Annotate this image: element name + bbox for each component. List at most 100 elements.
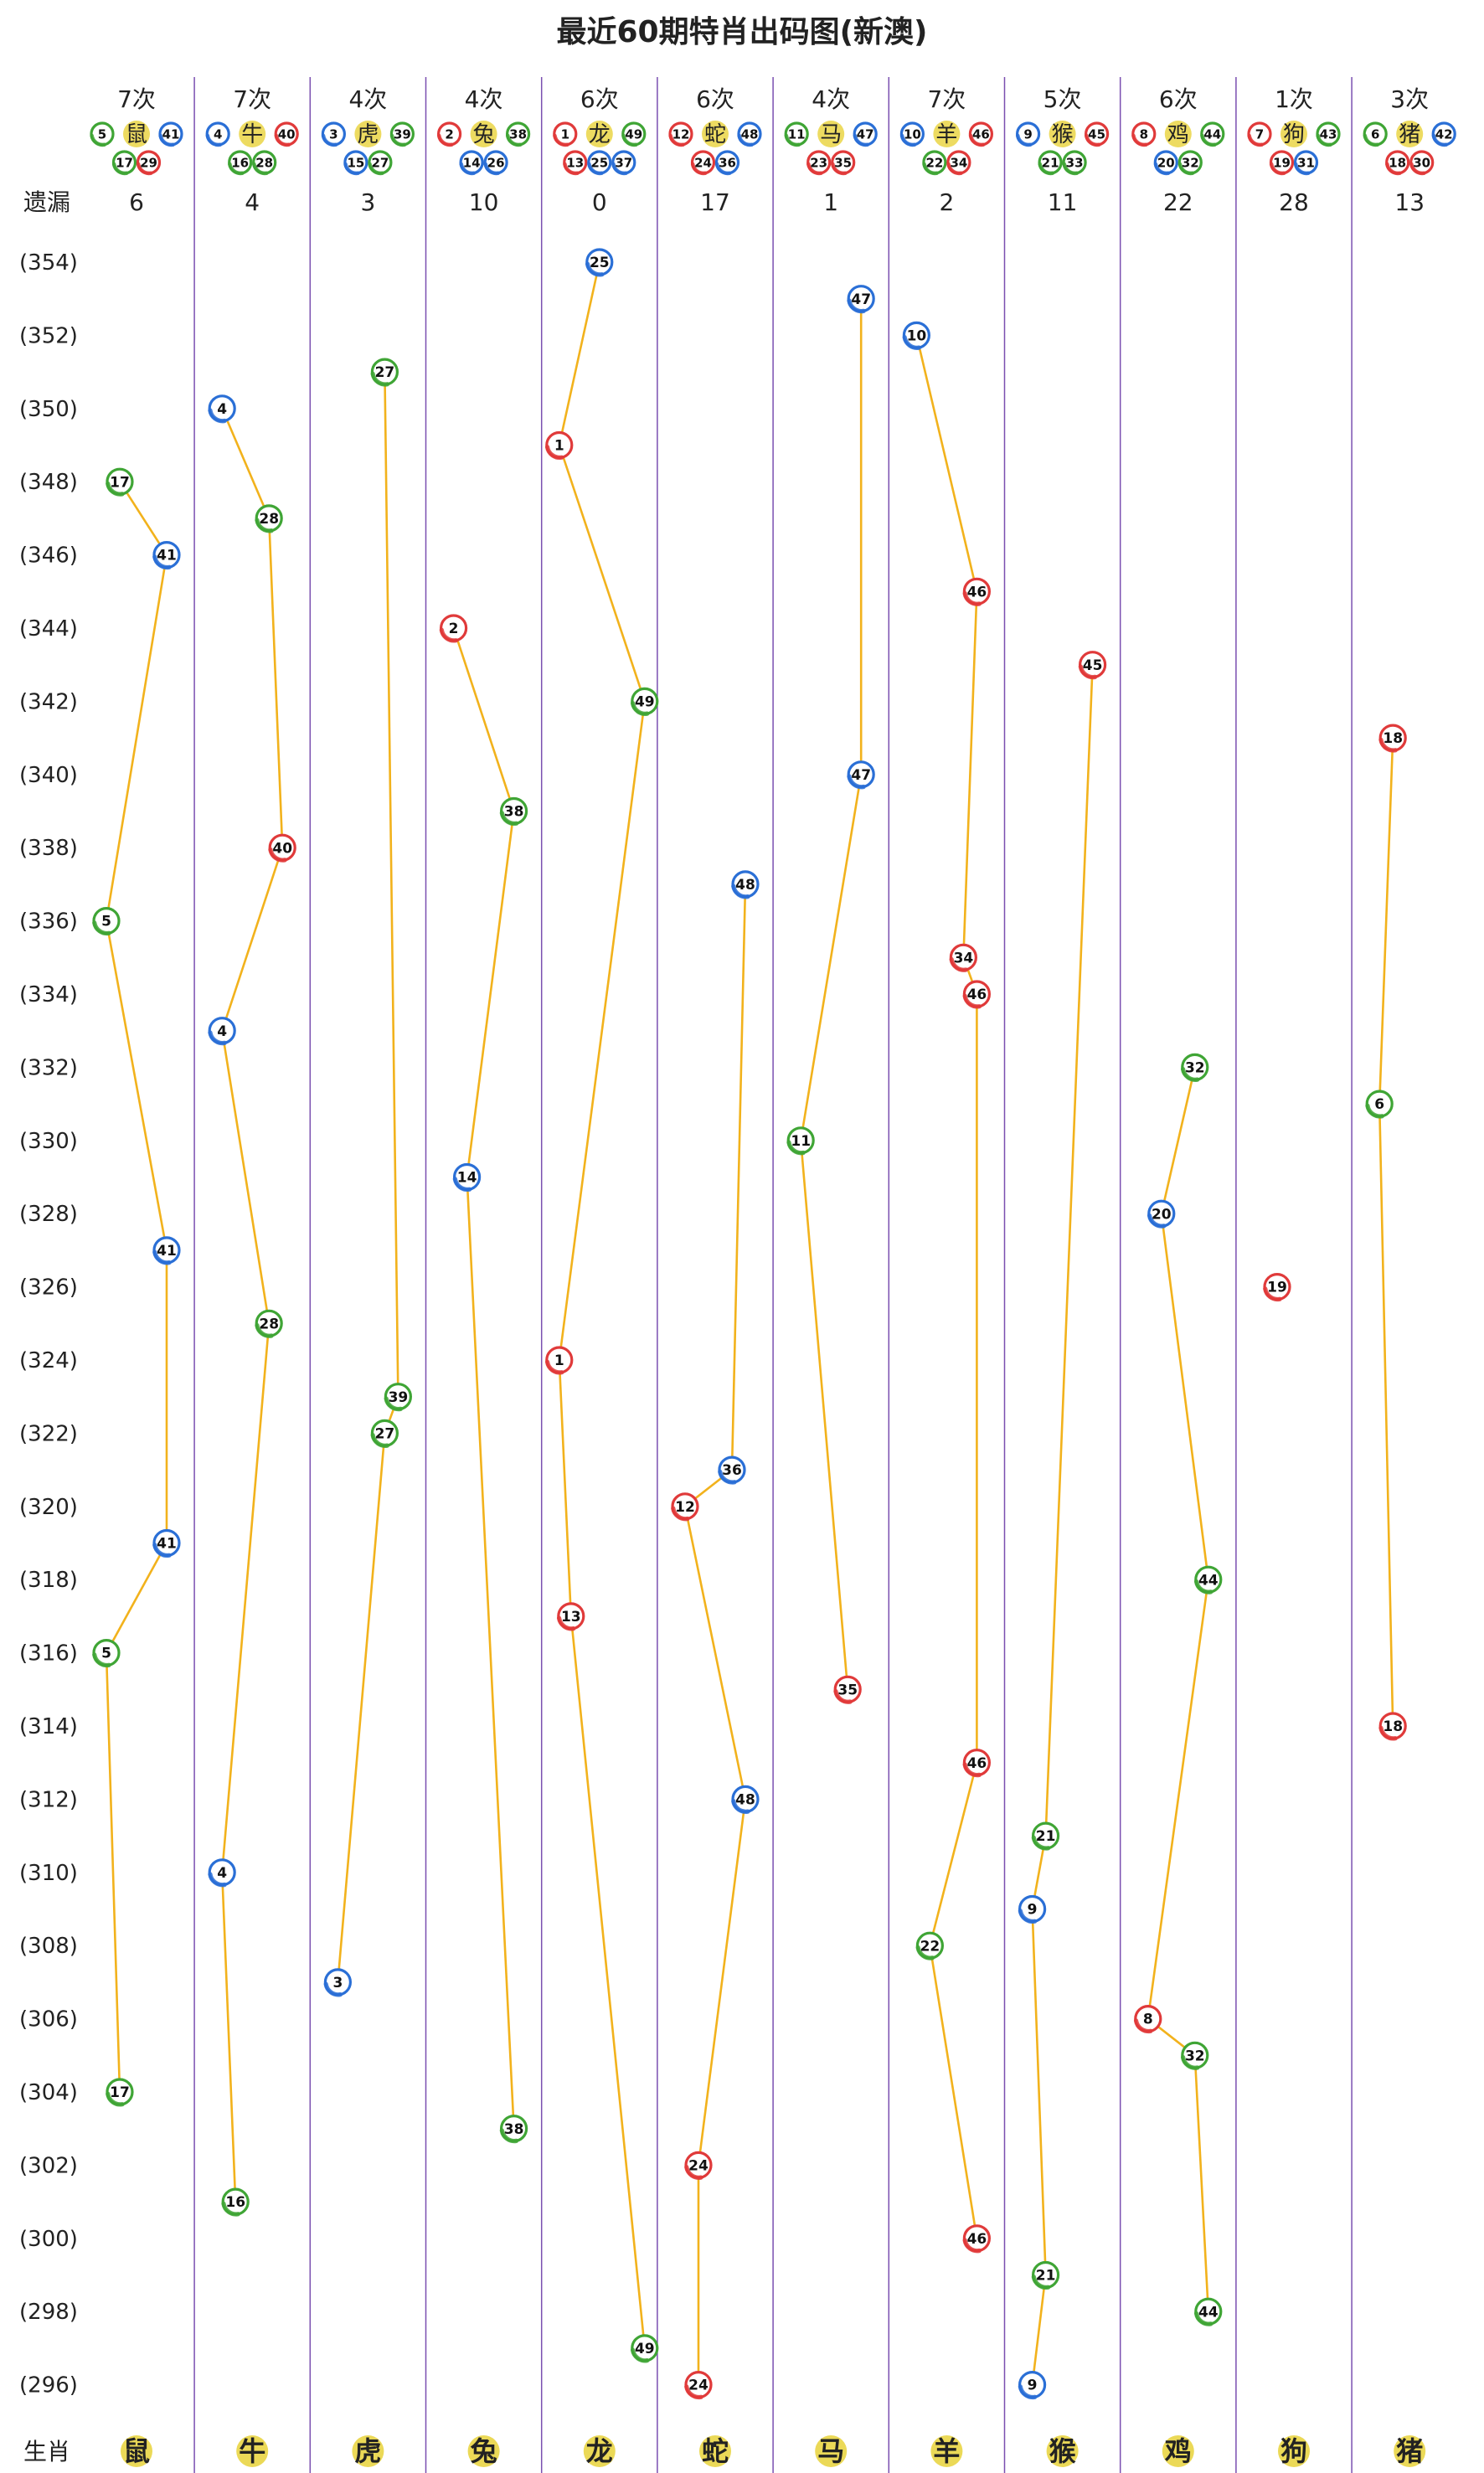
draw-ball: 1: [544, 430, 574, 461]
ball-number: 41: [157, 1243, 177, 1260]
ball-number: 32: [1185, 1060, 1205, 1077]
ball-shade: [106, 2091, 125, 2107]
ball-shade: [1378, 737, 1398, 753]
draw-ball: 4: [208, 1858, 236, 1888]
ball-shade: [389, 133, 407, 147]
ball-shade: [553, 133, 569, 147]
ball-number: 48: [735, 877, 755, 894]
header-number-ball: 23: [806, 150, 832, 176]
ball-number: 44: [1203, 126, 1221, 142]
header-number-ball: 37: [611, 150, 636, 176]
ball-number: 9: [1028, 1902, 1038, 1919]
draw-ball: 17: [106, 467, 134, 497]
ball-shade: [847, 774, 866, 790]
ball-shade: [853, 133, 870, 147]
period-tick-label: (302): [19, 2153, 78, 2178]
trend-segment: [105, 1542, 168, 1654]
ball-number: 21: [1036, 2268, 1056, 2285]
ball-number: 14: [457, 1170, 477, 1187]
ball-shade: [90, 133, 106, 147]
ball-number: 39: [389, 1389, 409, 1406]
period-tick-label: (304): [19, 2080, 78, 2105]
column-dividers: [193, 77, 1353, 2473]
ball-number: 18: [1383, 730, 1403, 747]
ball-number: 20: [1152, 1206, 1172, 1223]
draw-ball: 9: [1018, 2371, 1047, 2400]
zodiac-badge: [1278, 2435, 1310, 2467]
header-number-ball: 18: [1385, 150, 1410, 176]
draw-ball: 16: [221, 2187, 250, 2217]
zodiac-badge: [123, 121, 150, 147]
trend-segment: [384, 372, 399, 1397]
zodiac-count: 7次: [117, 85, 156, 113]
ball-shade: [323, 1981, 343, 1997]
ball-number: 16: [231, 155, 249, 170]
zodiac-name: 猴: [1052, 122, 1074, 147]
ball-number: 2: [449, 621, 459, 637]
draw-points: 1741541415174284042841627392732381438251…: [92, 248, 1407, 2400]
trend-segment: [569, 1615, 647, 2349]
ball-number: 14: [463, 155, 481, 170]
zodiac-badge: [583, 2435, 616, 2467]
zodiac-count: 1次: [1275, 85, 1313, 113]
ball-number: 49: [625, 126, 642, 142]
ball-shade: [949, 956, 969, 972]
missing-count: 0: [592, 188, 607, 216]
trend-segment: [1193, 2055, 1210, 2312]
draw-ball: 21: [1031, 2260, 1060, 2290]
ball-number: 28: [259, 511, 279, 528]
trend-segment: [929, 1945, 978, 2239]
header-number-ball: 8: [1131, 121, 1157, 147]
header-number-ball: 22: [922, 150, 947, 176]
ball-shade: [205, 133, 223, 147]
draw-ball: 44: [1193, 2297, 1223, 2326]
zodiac-badge: [933, 121, 961, 147]
draw-ball: 49: [630, 2334, 659, 2363]
draw-ball: 40: [268, 833, 296, 863]
ball-shade: [968, 133, 986, 147]
header-number-ball: 14: [459, 150, 484, 176]
ball-shade: [946, 162, 963, 176]
ball-number: 17: [110, 2084, 130, 2101]
trend-segment: [558, 701, 647, 1361]
header-number-ball: 10: [899, 121, 925, 147]
trend-lines: [105, 261, 1394, 2385]
trend-segment: [105, 554, 168, 921]
period-tick-label: (344): [19, 616, 78, 641]
header-number-ball: 49: [621, 121, 647, 147]
header-number-ball: 29: [136, 150, 162, 176]
ball-shade: [630, 2347, 650, 2363]
header-number-ball: 28: [252, 150, 277, 176]
ball-shade: [786, 1140, 806, 1156]
ball-number: 46: [967, 987, 987, 1003]
draw-ball: 2: [439, 614, 468, 643]
ball-number: 42: [1435, 126, 1453, 142]
draw-ball: 22: [915, 1931, 945, 1960]
zodiac-badge: [1280, 121, 1307, 147]
ball-shade: [1180, 1067, 1200, 1082]
header-number-ball: 6: [1363, 121, 1388, 147]
draw-ball: 46: [962, 1749, 992, 1778]
ball-shade: [630, 701, 650, 716]
ball-number: 45: [1083, 657, 1103, 674]
header-number-ball: 40: [274, 121, 299, 147]
draw-ball: 41: [152, 1236, 181, 1265]
zodiac-badge: [470, 121, 497, 147]
ball-shade: [668, 133, 685, 147]
ball-number: 6: [1374, 1096, 1384, 1113]
ball-shade: [255, 518, 274, 533]
ball-shade: [1293, 162, 1311, 176]
period-tick-label: (340): [19, 763, 78, 788]
trend-segment: [1031, 1909, 1047, 2275]
header-number-ball: 21: [1038, 150, 1063, 176]
draw-ball: 24: [684, 2151, 713, 2180]
period-tick-label: (314): [19, 1714, 78, 1739]
draw-ball: 1: [544, 1346, 574, 1375]
trend-segment: [105, 920, 168, 1251]
ball-shade: [1031, 1835, 1051, 1851]
ball-shade: [1018, 2384, 1038, 2400]
chart-title: 最近60期特肖出码图(新澳): [556, 15, 927, 49]
ball-shade: [1038, 162, 1054, 176]
